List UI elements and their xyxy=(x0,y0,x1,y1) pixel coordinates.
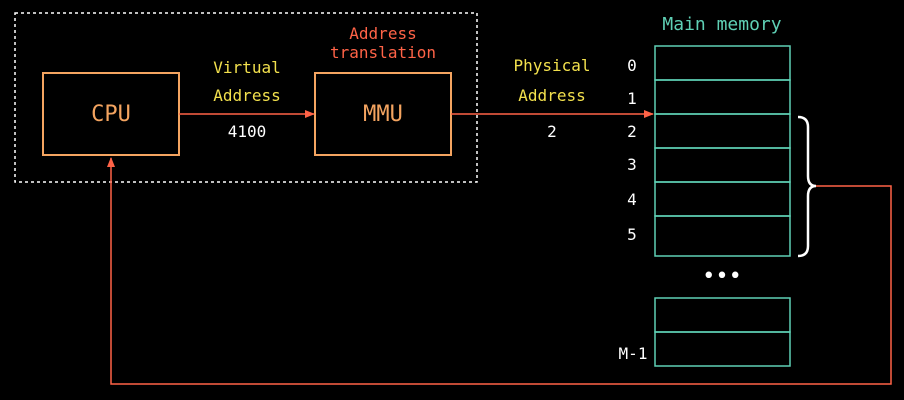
memory-cell-3 xyxy=(654,147,791,183)
memory-cell-5 xyxy=(654,215,791,257)
memory-row-label-0: 0 xyxy=(627,56,637,75)
memory-to-cpu-return-arrow xyxy=(107,157,892,385)
memory-row-label-5: 5 xyxy=(627,225,637,244)
memory-last-label: M-1 xyxy=(619,344,648,363)
memory-row-label-3: 3 xyxy=(627,155,637,174)
memory-curly-brace xyxy=(797,115,817,258)
physical-address-line2: Address xyxy=(518,86,585,105)
memory-block-bottom xyxy=(654,297,791,367)
memory-cell-0 xyxy=(654,45,791,81)
cpu-label: CPU xyxy=(91,102,131,127)
mmu-label: MMU xyxy=(363,102,403,127)
memory-cell-1 xyxy=(654,79,791,115)
memory-ellipsis: ••• xyxy=(702,264,742,289)
physical-address-value: 2 xyxy=(547,122,557,141)
mmu-title-line1: Address xyxy=(349,24,416,43)
memory-row-label-4: 4 xyxy=(627,190,637,209)
memory-cell-m2 xyxy=(654,297,791,333)
memory-cell-4 xyxy=(654,181,791,217)
memory-cell-m1 xyxy=(654,331,791,367)
memory-title: Main memory xyxy=(662,14,781,35)
cpu-package-boundary xyxy=(14,12,478,183)
memory-block-top xyxy=(654,45,791,257)
virtual-address-value: 4100 xyxy=(228,122,267,141)
physical-address-line1: Physical xyxy=(513,56,590,75)
mmu-title-line2: translation xyxy=(330,43,436,62)
virtual-address-line1: Virtual xyxy=(213,58,280,77)
memory-row-label-2: 2 xyxy=(627,122,637,141)
memory-cell-2 xyxy=(654,113,791,149)
virtual-address-line2: Address xyxy=(213,86,280,105)
memory-row-label-1: 1 xyxy=(627,89,637,108)
